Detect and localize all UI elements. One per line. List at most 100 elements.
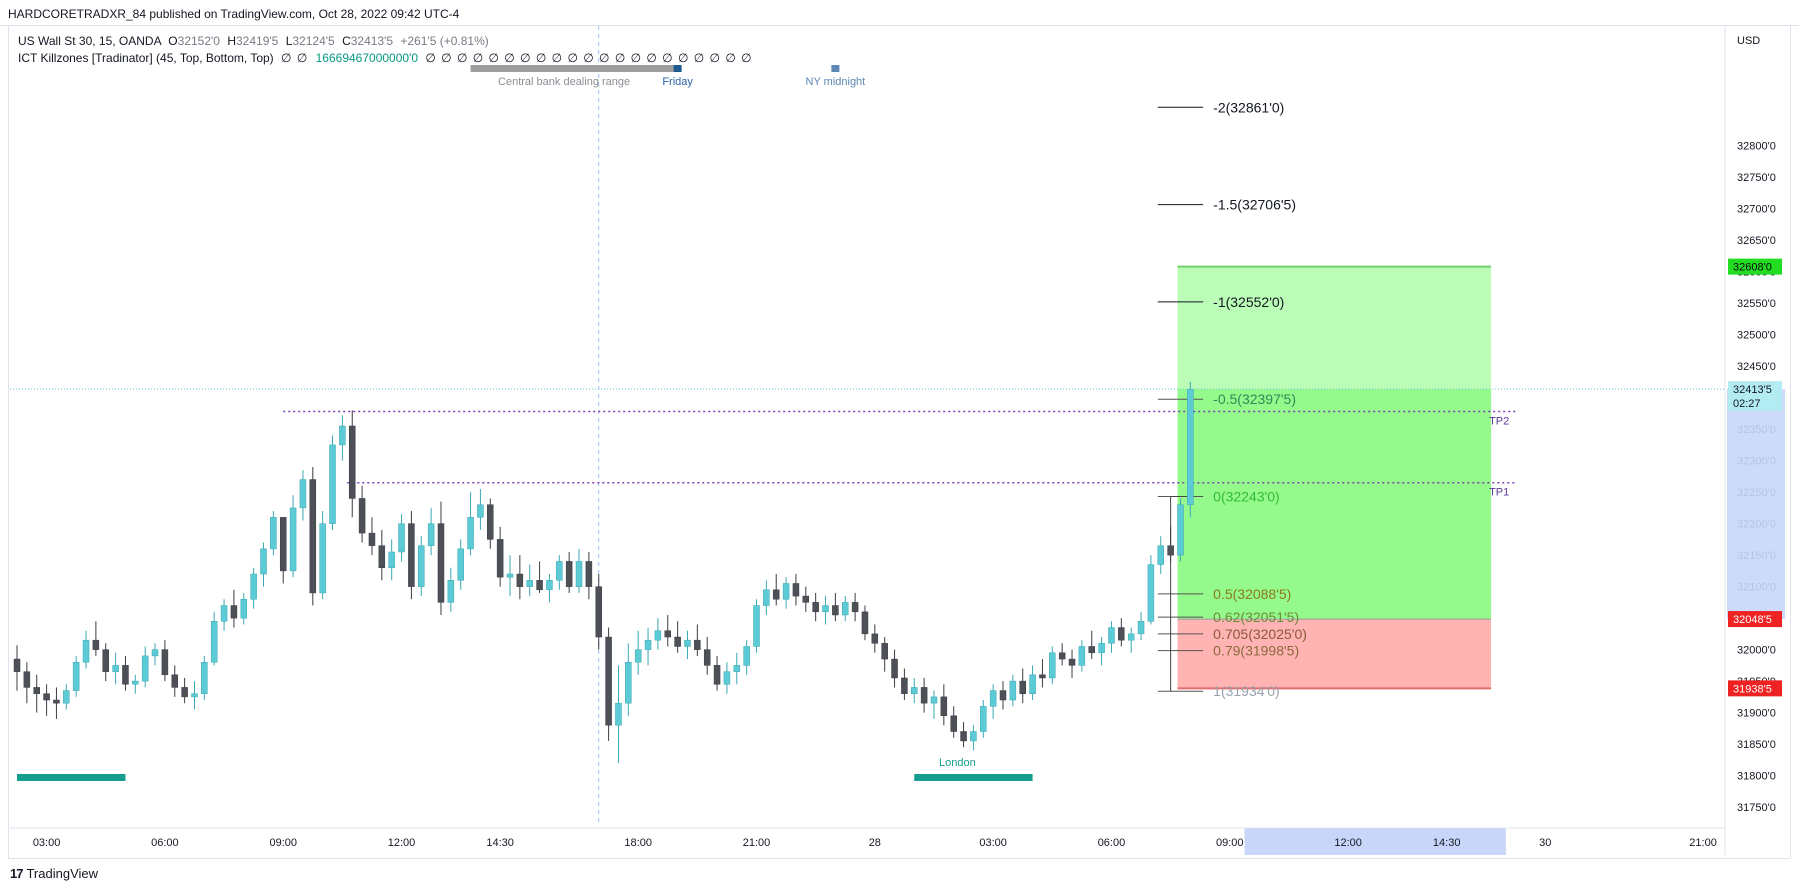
tradingview-footer[interactable]: 17 TradingView (10, 866, 98, 881)
candle-body (141, 655, 149, 682)
indicator-null-values-b: ∅ ∅ ∅ ∅ ∅ ∅ ∅ ∅ ∅ ∅ ∅ ∅ ∅ ∅ ∅ ∅ ∅ ∅ ∅ ∅ … (425, 51, 753, 65)
candle-body (881, 643, 888, 660)
candle (1049, 646, 1056, 685)
candle (792, 574, 800, 606)
candle-body (240, 598, 248, 619)
candle-body (901, 677, 908, 694)
candle-body (575, 561, 583, 587)
session-bar (17, 774, 126, 781)
candle-body (329, 444, 336, 524)
candle-body (1049, 652, 1056, 679)
candle (526, 564, 533, 597)
candle-body (132, 680, 139, 685)
symbol-legend[interactable]: US Wall St 30, 15, OANDA O32152'0 H32419… (18, 34, 489, 48)
candle-body (299, 479, 307, 509)
candle-body (664, 630, 672, 638)
candle (753, 599, 760, 653)
candle (23, 662, 31, 704)
candle-body (437, 523, 445, 603)
tradingview-brand[interactable]: TradingView (26, 866, 99, 881)
session-label: London (939, 757, 976, 769)
candle (782, 577, 790, 609)
candle-body (161, 649, 169, 676)
candle (141, 646, 149, 688)
candle (881, 637, 888, 672)
candle-body (171, 674, 179, 688)
candle-body (1177, 504, 1184, 556)
chart-pane[interactable] (8, 25, 1791, 859)
candle (911, 677, 918, 704)
target-label-tp1: TP1 (1489, 487, 1509, 499)
candle (181, 677, 188, 704)
candle (388, 539, 395, 581)
time-tick-label: 28 (869, 837, 881, 849)
candle (506, 555, 514, 597)
indicator-title[interactable]: ICT Killzones [Tradinator] (45, Top, Bot… (18, 51, 274, 65)
open-value: 32152'0 (177, 34, 220, 48)
candle (408, 511, 415, 600)
profit-zone-filled (1177, 389, 1492, 620)
candle (565, 551, 573, 593)
candle-body (13, 658, 21, 672)
candle (832, 592, 839, 622)
candle (319, 511, 326, 600)
candle (1019, 668, 1026, 704)
candle-body (1068, 658, 1076, 666)
fib-level-label: 0.705(32025'0) (1213, 626, 1307, 642)
candle (339, 415, 346, 461)
indicator-legend[interactable]: ICT Killzones [Tradinator] (45, Top, Bot… (18, 51, 753, 65)
candle-body (920, 687, 928, 704)
candle-body (634, 649, 642, 663)
candle (546, 574, 553, 603)
candle-body (1108, 627, 1115, 644)
candle (1098, 637, 1105, 666)
candle (1088, 630, 1095, 660)
candle (398, 514, 405, 562)
candle-body (556, 561, 563, 581)
time-tick-label: 21:00 (743, 837, 771, 849)
candle (418, 536, 425, 597)
candle (309, 466, 317, 606)
killzone-label-friday: Friday (662, 76, 693, 88)
candle (1187, 381, 1194, 518)
candle-body (388, 551, 395, 568)
candle-body (940, 696, 948, 717)
killzone-box-friday (673, 65, 682, 72)
candle-body (102, 649, 109, 672)
fib-level-label: -1.5(32706'5) (1213, 197, 1296, 213)
candle (1009, 674, 1017, 707)
close-key: C (342, 34, 351, 48)
candle (960, 722, 967, 748)
candle-body (694, 639, 701, 650)
price-tick-label: 31900'0 (1737, 708, 1776, 720)
candle-body (999, 690, 1007, 701)
fib-level-label: 0.5(32088'5) (1213, 586, 1291, 602)
candle (457, 539, 464, 590)
price-badge-target (1728, 258, 1782, 275)
price-tick-label: 32800'0 (1737, 141, 1776, 153)
candle-body (427, 523, 435, 546)
candle (595, 574, 602, 650)
candle (1157, 536, 1165, 575)
high-value: 32419'5 (236, 34, 279, 48)
candle (378, 529, 386, 581)
price-tick-label: 32500'0 (1737, 330, 1776, 342)
time-tick-label: 03:00 (33, 837, 61, 849)
price-badge-current (1728, 381, 1782, 412)
symbol-title[interactable]: US Wall St 30, 15, OANDA (18, 34, 161, 48)
candle (536, 561, 543, 593)
candle-body (378, 545, 386, 568)
price-tick-label: 32700'0 (1737, 204, 1776, 216)
candle-body (348, 425, 356, 499)
candle (467, 492, 474, 556)
candle-body (615, 702, 622, 726)
candle-body (1167, 545, 1174, 556)
candle (891, 649, 898, 688)
price-tick-label: 32650'0 (1737, 235, 1776, 247)
candle-body (565, 561, 573, 587)
candle (743, 640, 750, 675)
candle-body (210, 621, 218, 663)
candle-body (506, 573, 514, 578)
candle-body (733, 665, 741, 672)
